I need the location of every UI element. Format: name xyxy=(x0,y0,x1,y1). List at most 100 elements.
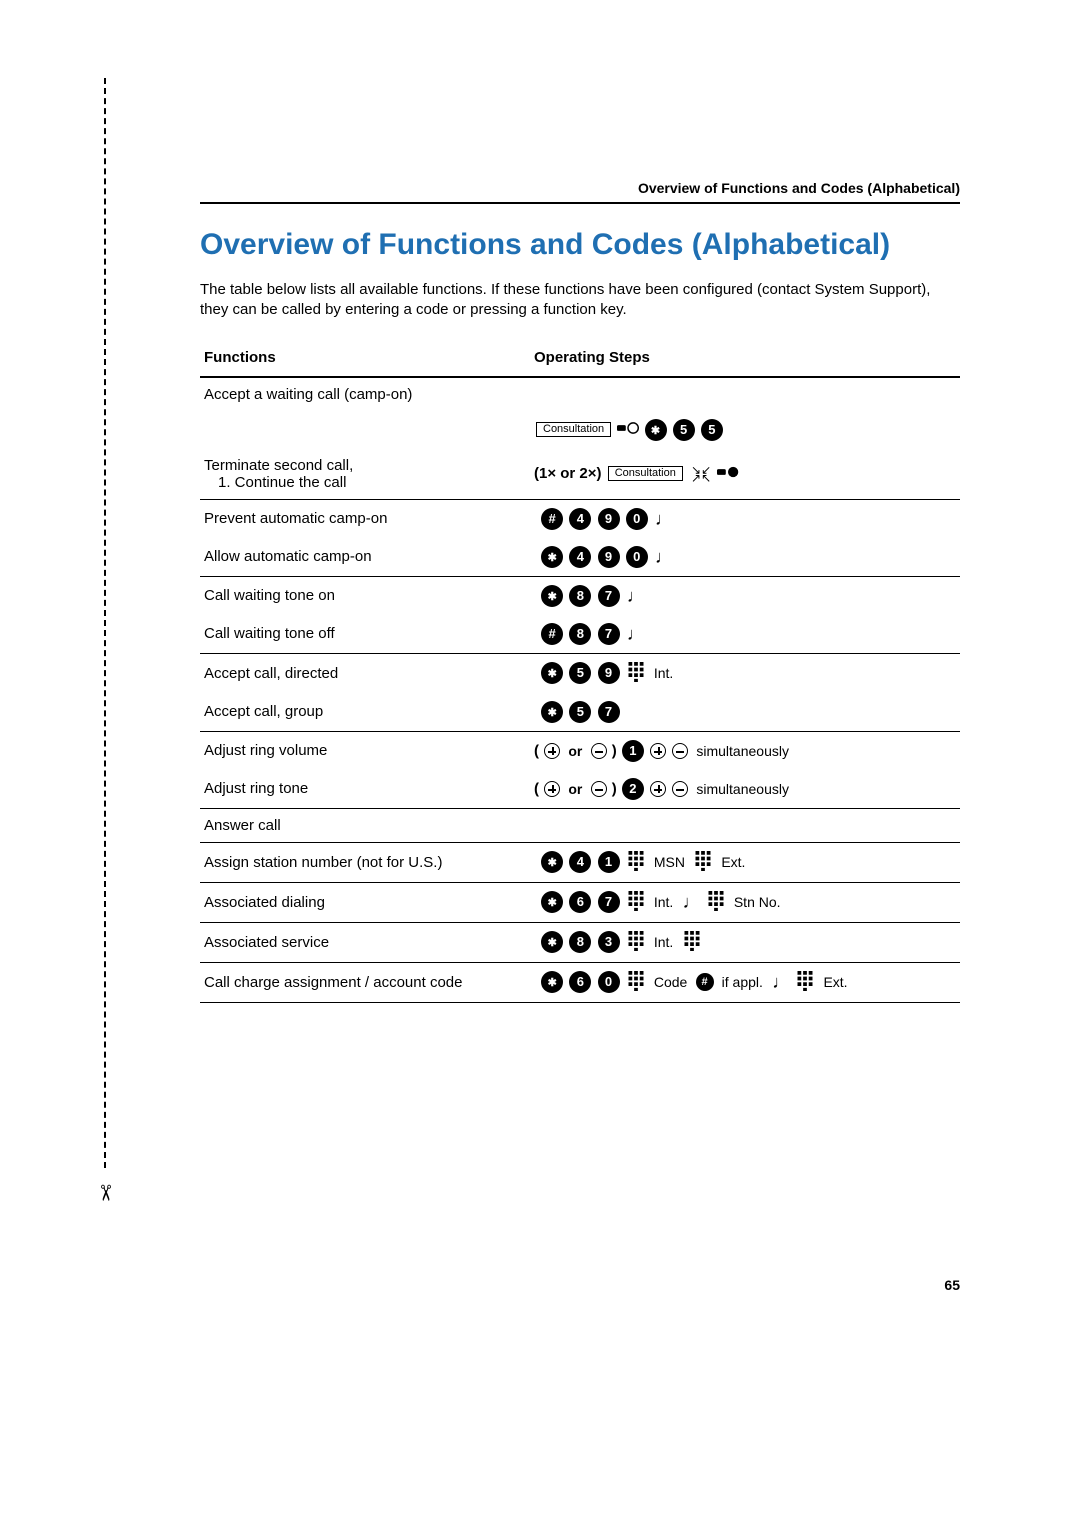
table-row: Call charge assignment / account code 6 … xyxy=(200,962,960,1002)
key-2-icon: 2 xyxy=(622,778,644,800)
keypad-icon xyxy=(683,931,701,954)
table-row: Call waiting tone on 8 7 ♩ xyxy=(200,576,960,615)
keypad-icon xyxy=(627,891,645,914)
softkey-consultation: Consultation xyxy=(608,466,683,481)
table-row: Accept call, directed 5 9 Int. xyxy=(200,653,960,693)
key-star-icon xyxy=(645,419,667,441)
key-5-icon: 5 xyxy=(673,419,695,441)
key-8-icon: 8 xyxy=(569,623,591,645)
tone-icon: ♩ xyxy=(683,893,701,911)
step-text: Ext. xyxy=(823,974,847,990)
scissors-icon: ✂ xyxy=(92,1184,118,1202)
function-label: Associated service xyxy=(200,922,530,962)
function-label: Accept call, group xyxy=(200,693,530,732)
key-5-icon: 5 xyxy=(569,662,591,684)
key-5-icon: 5 xyxy=(569,701,591,723)
minus-icon xyxy=(672,781,688,797)
key-star-icon xyxy=(541,585,563,607)
cut-line xyxy=(104,78,106,1168)
table-row: Associated service 8 3 Int. xyxy=(200,922,960,962)
key-5-icon: 5 xyxy=(701,419,723,441)
step-text: Int. xyxy=(654,665,673,681)
key-6-icon: 6 xyxy=(569,891,591,913)
table-row: Accept a waiting call (camp-on) xyxy=(200,377,960,411)
function-label: Assign station number (not for U.S.) xyxy=(200,842,530,882)
key-4-icon: 4 xyxy=(569,508,591,530)
key-0-icon: 0 xyxy=(598,971,620,993)
lamp-off-icon xyxy=(617,419,639,440)
page-number: 65 xyxy=(944,1277,960,1293)
key-hash-icon xyxy=(541,508,563,530)
key-7-icon: 7 xyxy=(598,701,620,723)
key-0-icon: 0 xyxy=(626,508,648,530)
key-7-icon: 7 xyxy=(598,891,620,913)
keypad-icon xyxy=(627,662,645,685)
plus-icon xyxy=(544,743,560,759)
header-rule xyxy=(200,202,960,204)
function-label: Terminate second call, xyxy=(204,457,353,474)
key-star-icon xyxy=(541,931,563,953)
table-row: Assign station number (not for U.S.) 4 1… xyxy=(200,842,960,882)
plus-icon xyxy=(650,781,666,797)
column-header-functions: Functions xyxy=(200,343,530,377)
table-row: Answer call xyxy=(200,808,960,842)
key-star-icon xyxy=(541,701,563,723)
key-star-icon xyxy=(541,662,563,684)
step-text: Int. xyxy=(654,894,673,910)
function-label: Allow automatic camp-on xyxy=(200,538,530,577)
key-star-icon xyxy=(541,851,563,873)
function-label: Adjust ring volume xyxy=(200,731,530,770)
paren-open: ( xyxy=(534,742,539,759)
table-row: Terminate second call, 1. Continue the c… xyxy=(200,449,960,500)
key-7-icon: 7 xyxy=(598,623,620,645)
key-9-icon: 9 xyxy=(598,546,620,568)
step-text: Ext. xyxy=(721,854,745,870)
table-row: Call waiting tone off 8 7 ♩ xyxy=(200,615,960,654)
keypad-icon xyxy=(627,851,645,874)
key-star-icon xyxy=(541,546,563,568)
table-row: Prevent automatic camp-on 4 9 0 ♩ xyxy=(200,499,960,538)
function-label: Call waiting tone on xyxy=(200,576,530,615)
minus-icon xyxy=(591,743,607,759)
lamp-on-icon xyxy=(717,463,739,484)
table-row: Adjust ring volume ( or ) 1 simultaneous… xyxy=(200,731,960,770)
key-1-icon: 1 xyxy=(622,740,644,762)
key-1-icon: 1 xyxy=(598,851,620,873)
function-label: Call waiting tone off xyxy=(200,615,530,654)
running-head: Overview of Functions and Codes (Alphabe… xyxy=(200,180,960,196)
keypad-icon xyxy=(796,971,814,994)
tone-icon: ♩ xyxy=(655,510,673,528)
intro-paragraph: The table below lists all available func… xyxy=(200,280,960,321)
table-row: Allow automatic camp-on 4 9 0 ♩ xyxy=(200,538,960,577)
key-6-icon: 6 xyxy=(569,971,591,993)
table-row: Accept call, group 5 7 xyxy=(200,693,960,732)
paren-open: ( xyxy=(534,780,539,797)
key-hash-icon xyxy=(696,973,714,991)
minus-icon xyxy=(591,781,607,797)
tone-icon: ♩ xyxy=(627,587,645,605)
step-text: simultaneously xyxy=(696,781,789,797)
key-hash-icon xyxy=(541,623,563,645)
paren-close: ) xyxy=(612,742,617,759)
step-text: simultaneously xyxy=(696,743,789,759)
key-4-icon: 4 xyxy=(569,851,591,873)
keypad-icon xyxy=(707,891,725,914)
function-label: Call charge assignment / account code xyxy=(200,962,530,1002)
lamp-flash-icon: ↘↙↗↖ xyxy=(691,466,711,482)
step-text: or xyxy=(568,743,582,759)
function-label: Accept call, directed xyxy=(200,653,530,693)
plus-icon xyxy=(544,781,560,797)
keypad-icon xyxy=(694,851,712,874)
tone-icon: ♩ xyxy=(772,973,790,991)
key-8-icon: 8 xyxy=(569,931,591,953)
table-row: Consultation 5 5 xyxy=(200,411,960,449)
function-label: Answer call xyxy=(200,808,530,842)
function-label: Accept a waiting call (camp-on) xyxy=(200,377,530,411)
key-9-icon: 9 xyxy=(598,662,620,684)
page-title: Overview of Functions and Codes (Alphabe… xyxy=(200,228,960,262)
function-label: Prevent automatic camp-on xyxy=(200,499,530,538)
key-star-icon xyxy=(541,971,563,993)
key-star-icon xyxy=(541,891,563,913)
softkey-consultation: Consultation xyxy=(536,422,611,437)
key-7-icon: 7 xyxy=(598,585,620,607)
